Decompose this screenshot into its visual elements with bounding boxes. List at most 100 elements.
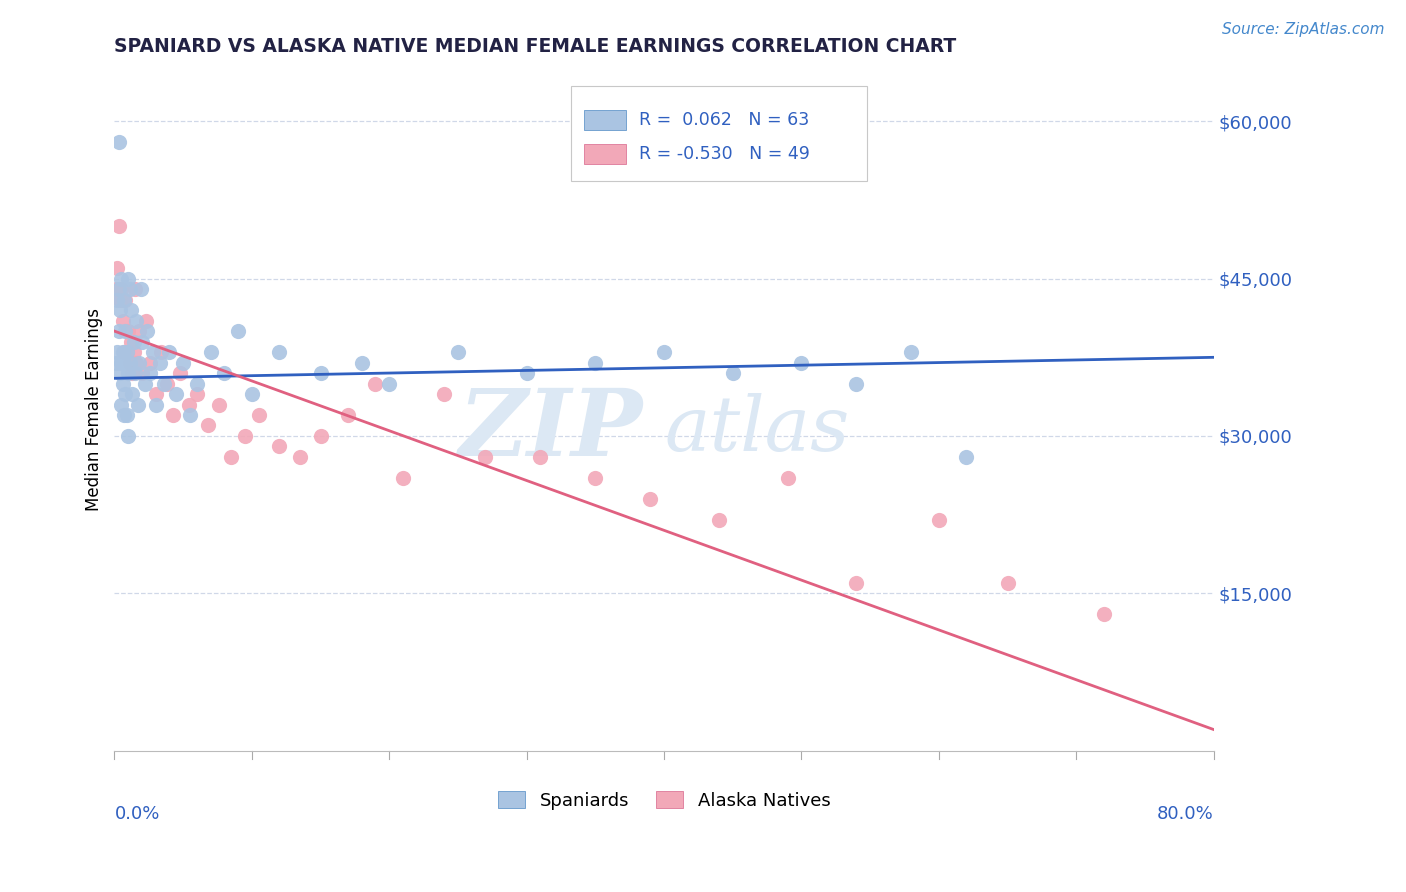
Point bbox=[845, 376, 868, 391]
Point bbox=[129, 282, 152, 296]
Point bbox=[110, 271, 132, 285]
Point bbox=[186, 376, 208, 391]
Text: ZIP: ZIP bbox=[458, 385, 643, 475]
Point bbox=[179, 408, 201, 422]
Text: 0.0%: 0.0% bbox=[114, 805, 160, 823]
Point bbox=[350, 355, 373, 369]
Point bbox=[776, 471, 799, 485]
Text: R =  0.062   N = 63: R = 0.062 N = 63 bbox=[638, 112, 808, 129]
Point bbox=[145, 397, 167, 411]
Point bbox=[309, 429, 332, 443]
FancyBboxPatch shape bbox=[583, 144, 626, 164]
Point bbox=[247, 408, 270, 422]
Point bbox=[135, 313, 157, 327]
Point bbox=[112, 293, 135, 307]
Point bbox=[131, 334, 153, 349]
Point bbox=[134, 376, 156, 391]
Legend: Spaniards, Alaska Natives: Spaniards, Alaska Natives bbox=[498, 791, 831, 810]
Point bbox=[433, 387, 456, 401]
Point bbox=[124, 366, 146, 380]
FancyBboxPatch shape bbox=[571, 86, 868, 181]
Text: R = -0.530   N = 49: R = -0.530 N = 49 bbox=[638, 145, 810, 163]
Point bbox=[112, 345, 135, 359]
Point bbox=[131, 366, 153, 380]
Point bbox=[364, 376, 387, 391]
Point bbox=[118, 355, 141, 369]
Point bbox=[105, 293, 128, 307]
Point bbox=[117, 271, 139, 285]
Point bbox=[128, 355, 150, 369]
Point bbox=[165, 387, 187, 401]
Point bbox=[110, 397, 132, 411]
Point bbox=[269, 345, 291, 359]
Point bbox=[172, 355, 194, 369]
Point bbox=[150, 345, 173, 359]
Point bbox=[117, 324, 139, 338]
Point bbox=[337, 408, 360, 422]
Point bbox=[197, 418, 219, 433]
Point bbox=[121, 387, 143, 401]
Point bbox=[125, 355, 148, 369]
Point bbox=[707, 513, 730, 527]
Text: atlas: atlas bbox=[664, 393, 849, 467]
Point bbox=[111, 313, 134, 327]
Point bbox=[121, 366, 143, 380]
Point bbox=[153, 376, 176, 391]
Point bbox=[640, 491, 662, 506]
Point bbox=[139, 366, 162, 380]
Point bbox=[997, 575, 1019, 590]
FancyBboxPatch shape bbox=[583, 110, 626, 130]
Point bbox=[214, 366, 236, 380]
Point bbox=[108, 303, 131, 318]
Text: Source: ZipAtlas.com: Source: ZipAtlas.com bbox=[1222, 22, 1385, 37]
Point bbox=[107, 136, 129, 150]
Point bbox=[125, 313, 148, 327]
Point bbox=[652, 345, 675, 359]
Point bbox=[474, 450, 496, 464]
Point bbox=[169, 366, 191, 380]
Point bbox=[105, 261, 128, 276]
Point bbox=[110, 355, 132, 369]
Point bbox=[1092, 607, 1115, 622]
Point bbox=[177, 397, 200, 411]
Point bbox=[108, 366, 131, 380]
Point bbox=[111, 376, 134, 391]
Point bbox=[104, 355, 127, 369]
Point bbox=[157, 345, 180, 359]
Point bbox=[900, 345, 922, 359]
Point bbox=[392, 471, 415, 485]
Point bbox=[721, 366, 744, 380]
Point bbox=[269, 440, 291, 454]
Point bbox=[110, 282, 132, 296]
Point bbox=[139, 355, 162, 369]
Point bbox=[107, 282, 129, 296]
Point bbox=[309, 366, 332, 380]
Point bbox=[145, 387, 167, 401]
Point bbox=[200, 345, 222, 359]
Point bbox=[114, 293, 136, 307]
Point bbox=[516, 366, 538, 380]
Point bbox=[118, 282, 141, 296]
Point bbox=[107, 219, 129, 234]
Point bbox=[115, 408, 138, 422]
Point bbox=[790, 355, 813, 369]
Point bbox=[378, 376, 401, 391]
Point bbox=[219, 450, 242, 464]
Point bbox=[128, 324, 150, 338]
Point bbox=[127, 397, 149, 411]
Text: 80.0%: 80.0% bbox=[1157, 805, 1213, 823]
Point bbox=[583, 355, 606, 369]
Point bbox=[114, 324, 136, 338]
Point bbox=[115, 345, 138, 359]
Y-axis label: Median Female Earnings: Median Female Earnings bbox=[86, 309, 103, 511]
Point bbox=[111, 345, 134, 359]
Point bbox=[136, 324, 159, 338]
Point bbox=[120, 334, 142, 349]
Point bbox=[149, 355, 172, 369]
Point bbox=[955, 450, 977, 464]
Point bbox=[142, 345, 165, 359]
Point bbox=[529, 450, 551, 464]
Point bbox=[928, 513, 950, 527]
Point bbox=[118, 355, 141, 369]
Point bbox=[208, 397, 231, 411]
